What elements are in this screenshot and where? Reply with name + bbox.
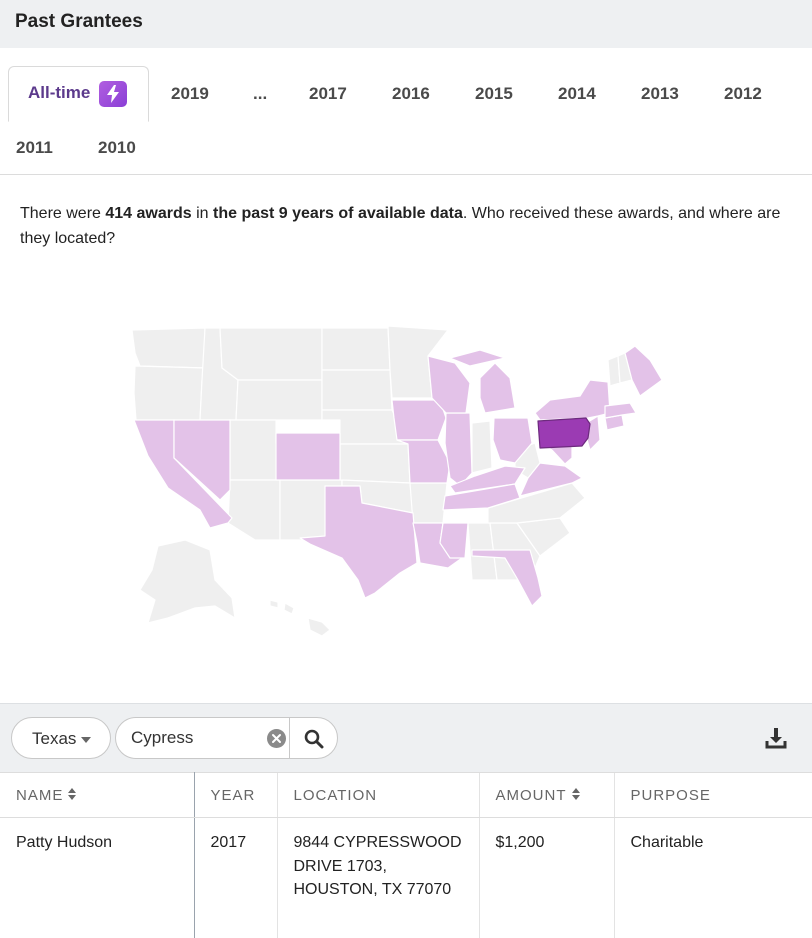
tab-2011[interactable]: 2011	[16, 138, 53, 157]
sort-icon	[571, 787, 581, 801]
tab-2019[interactable]: 2019	[171, 84, 209, 103]
download-icon[interactable]	[765, 726, 787, 750]
cell-name: Patty Hudson	[0, 817, 195, 938]
map-state-utah	[229, 419, 281, 481]
grantee-map[interactable]	[110, 318, 670, 648]
intro-text: There were 414 awards in the past 9 year…	[20, 201, 800, 251]
tab-more[interactable]: ...	[253, 84, 268, 103]
map-state-nevada	[173, 419, 231, 501]
intro-post: . Who received these awards, and where a…	[20, 205, 781, 247]
page-title: Past Grantees	[15, 11, 143, 32]
map-state-texas	[299, 485, 418, 599]
grantees-table: NAME YEAR LOCATION AMOUNT PURPOSE Patty …	[0, 772, 812, 938]
state-filter-value: Texas	[32, 729, 77, 748]
tab-2012[interactable]: 2012	[724, 84, 762, 103]
map-state-hawaii	[269, 599, 331, 637]
map-state-massachusetts	[604, 402, 637, 419]
map-state-tennessee	[442, 483, 521, 511]
map-state-arkansas	[409, 482, 448, 524]
map-state-mississippi	[439, 522, 469, 559]
state-filter-select[interactable]: Texas	[11, 717, 111, 759]
map-state-washington	[131, 327, 206, 369]
map-state-maine	[624, 345, 663, 397]
map-state-wisconsin	[427, 355, 471, 414]
caret-down-icon	[81, 737, 91, 743]
cell-year: 2017	[193, 817, 277, 938]
map-state-iowa	[391, 399, 447, 441]
tab-2014[interactable]: 2014	[558, 84, 596, 103]
map-state-montana	[219, 327, 323, 381]
map-state-pennsylvania	[537, 417, 591, 449]
map-state-michigan	[479, 362, 516, 414]
tab-label: All-time	[28, 83, 91, 102]
map-state-north-dakota	[321, 327, 391, 371]
col-header-amount[interactable]: AMOUNT	[478, 772, 614, 818]
table-row[interactable]: Patty Hudson 2017 9844 CYPRESSWOOD DRIVE…	[0, 817, 812, 938]
time-period: the past 9 years of available data	[213, 205, 463, 222]
tab-2017[interactable]: 2017	[309, 84, 347, 103]
tab-2010[interactable]: 2010	[98, 138, 136, 157]
tab-2015[interactable]: 2015	[475, 84, 513, 103]
cell-amount: $1,200	[478, 817, 614, 938]
search-box	[115, 717, 338, 759]
map-state-arizona	[227, 479, 281, 541]
map-state-wyoming	[235, 379, 323, 421]
tab-all-time[interactable]: All-time	[8, 66, 149, 122]
col-header-purpose: PURPOSE	[613, 772, 812, 818]
cell-purpose: Charitable	[613, 817, 812, 938]
tab-2013[interactable]: 2013	[641, 84, 679, 103]
col-header-amount-label: AMOUNT	[495, 786, 567, 804]
search-input[interactable]	[131, 728, 266, 748]
tab-2016[interactable]: 2016	[392, 84, 430, 103]
table-header-row: NAME YEAR LOCATION AMOUNT PURPOSE	[0, 772, 812, 818]
search-button[interactable]	[289, 718, 337, 758]
clear-circle-icon[interactable]	[267, 729, 286, 748]
award-count: 414 awards	[105, 205, 192, 222]
cell-location: 9844 CYPRESSWOOD DRIVE 1703, HOUSTON, TX…	[276, 817, 479, 938]
page-header: Past Grantees	[0, 0, 812, 48]
map-state-missouri	[396, 439, 451, 484]
map-state-kansas	[339, 443, 411, 484]
sort-icon	[68, 787, 77, 801]
col-header-year: YEAR	[193, 772, 277, 818]
map-state-kentucky	[449, 465, 526, 494]
map-state-south-dakota	[321, 369, 393, 411]
intro-mid: in	[191, 205, 213, 222]
map-state-florida	[471, 549, 543, 607]
map-state-colorado	[275, 432, 341, 481]
map-state-michigan-upper	[449, 349, 506, 367]
intro-pre: There were	[20, 205, 106, 222]
map-state-ohio	[492, 417, 533, 464]
year-tabs: All-time 2019 ... 2017 2016 2015 2014 20…	[0, 48, 812, 175]
map-state-new-york	[534, 379, 611, 421]
filter-bar: Texas	[0, 703, 812, 772]
map-state-virginia	[519, 462, 583, 497]
col-header-location: LOCATION	[276, 772, 479, 818]
col-header-name-label: NAME	[16, 786, 64, 804]
map-state-oregon	[133, 365, 206, 421]
map-state-alaska	[139, 539, 236, 624]
col-header-name[interactable]: NAME	[0, 772, 195, 818]
lightning-bolt-icon	[99, 81, 127, 107]
map-state-indiana	[471, 420, 493, 474]
search-icon	[304, 729, 324, 749]
map-state-illinois	[444, 412, 473, 487]
